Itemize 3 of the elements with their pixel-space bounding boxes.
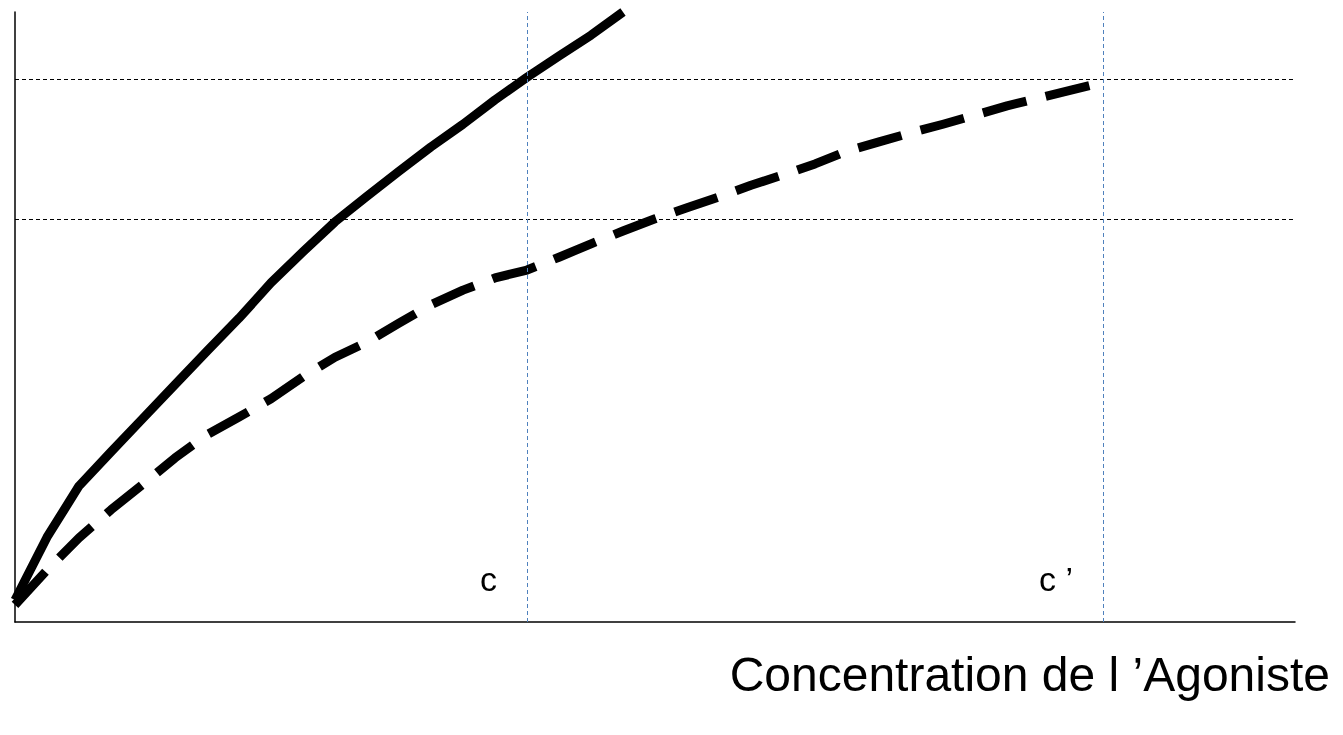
annotation: c (480, 560, 497, 599)
annotation: c ’ (1039, 560, 1073, 599)
x-axis-title: Concentration de l ’Agoniste (729, 647, 1330, 701)
